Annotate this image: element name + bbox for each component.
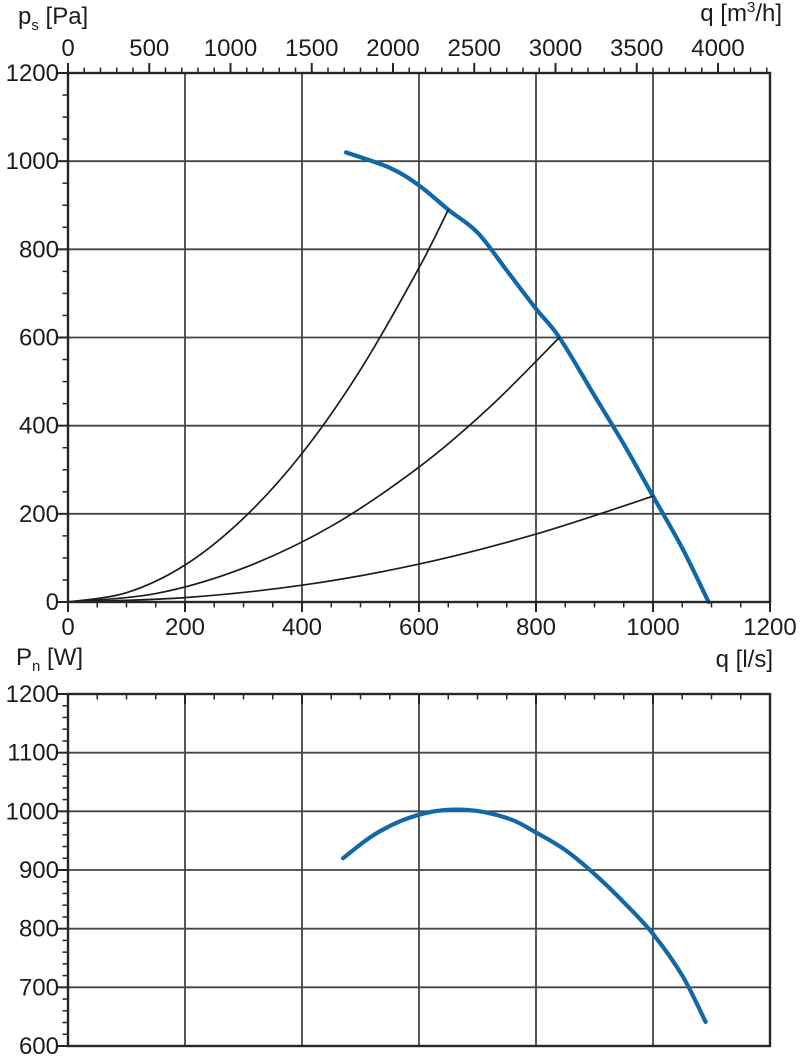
pressure-axis-title-sub: s [31,16,39,34]
y-tick-label: 400 [19,413,59,440]
top-tick-label: 1000 [204,35,257,62]
top-tick-label: 500 [129,35,169,62]
ticks [58,693,771,1047]
power-axis-title-main: P [16,644,33,671]
system-curve-2 [67,336,561,603]
system-curve-1 [67,208,450,603]
flow-top-axis-title-sup: 3 [746,0,756,16]
x-tick-label: 200 [165,614,205,641]
x-tick-label: 1200 [743,614,796,641]
gridlines [67,693,771,1047]
top-tick-label: 3500 [610,35,663,62]
flow-top-axis-title: q [m3/h] [700,0,782,27]
y-tick-label: 800 [19,236,59,263]
system-curve-3 [67,495,654,603]
power-axis-title: Pn [W] [16,644,84,673]
y-tick-label: 0 [46,589,59,616]
top-tick-label: 0 [61,35,74,62]
y-tick-label: 600 [19,1033,59,1056]
pressure-axis-title-main: p [18,3,32,30]
top-tick-label: 2500 [448,35,501,62]
power-axis-title-sub: n [32,657,41,675]
x-tick-label: 400 [282,614,322,641]
flow-bottom-axis-title: q [l/s] [715,646,773,673]
y-tick-label: 900 [19,857,59,884]
power-chart: 600 700 800 900 1000 1100 1200 [6,681,772,1056]
y-tick-label: 1200 [6,60,59,87]
y-tick-label: 1100 [7,740,59,767]
top-tick-label: 3000 [529,35,582,62]
y-tick-label: 1000 [6,798,59,825]
ticks [58,63,771,612]
top-tick-label: 2000 [366,35,419,62]
x-tick-label: 600 [399,614,439,641]
y-tick-label: 1000 [6,148,59,175]
fan-pressure-curve [343,150,711,605]
gridlines [67,72,771,603]
y-tick-label: 800 [19,916,59,943]
x-tick-label: 0 [61,614,74,641]
x-tick-label: 1000 [626,614,679,641]
y-tick-label: 700 [19,974,59,1001]
y-tick-label: 600 [19,325,59,352]
flow-top-axis-title-main: q [m [700,0,747,27]
pressure-axis-title-unit: [Pa] [38,3,89,30]
top-tick-label: 4000 [691,35,744,62]
top-tick-label: 1500 [285,35,338,62]
y-tick-label: 200 [19,501,59,528]
power-axis-title-unit: [W] [40,644,84,671]
y-tick-label: 1200 [6,681,59,708]
x-tick-label: 800 [516,614,556,641]
flow-top-axis-title-unit: /h] [755,0,782,27]
power-curve [340,807,708,1024]
pressure-axis-title: ps [Pa] [18,3,89,32]
